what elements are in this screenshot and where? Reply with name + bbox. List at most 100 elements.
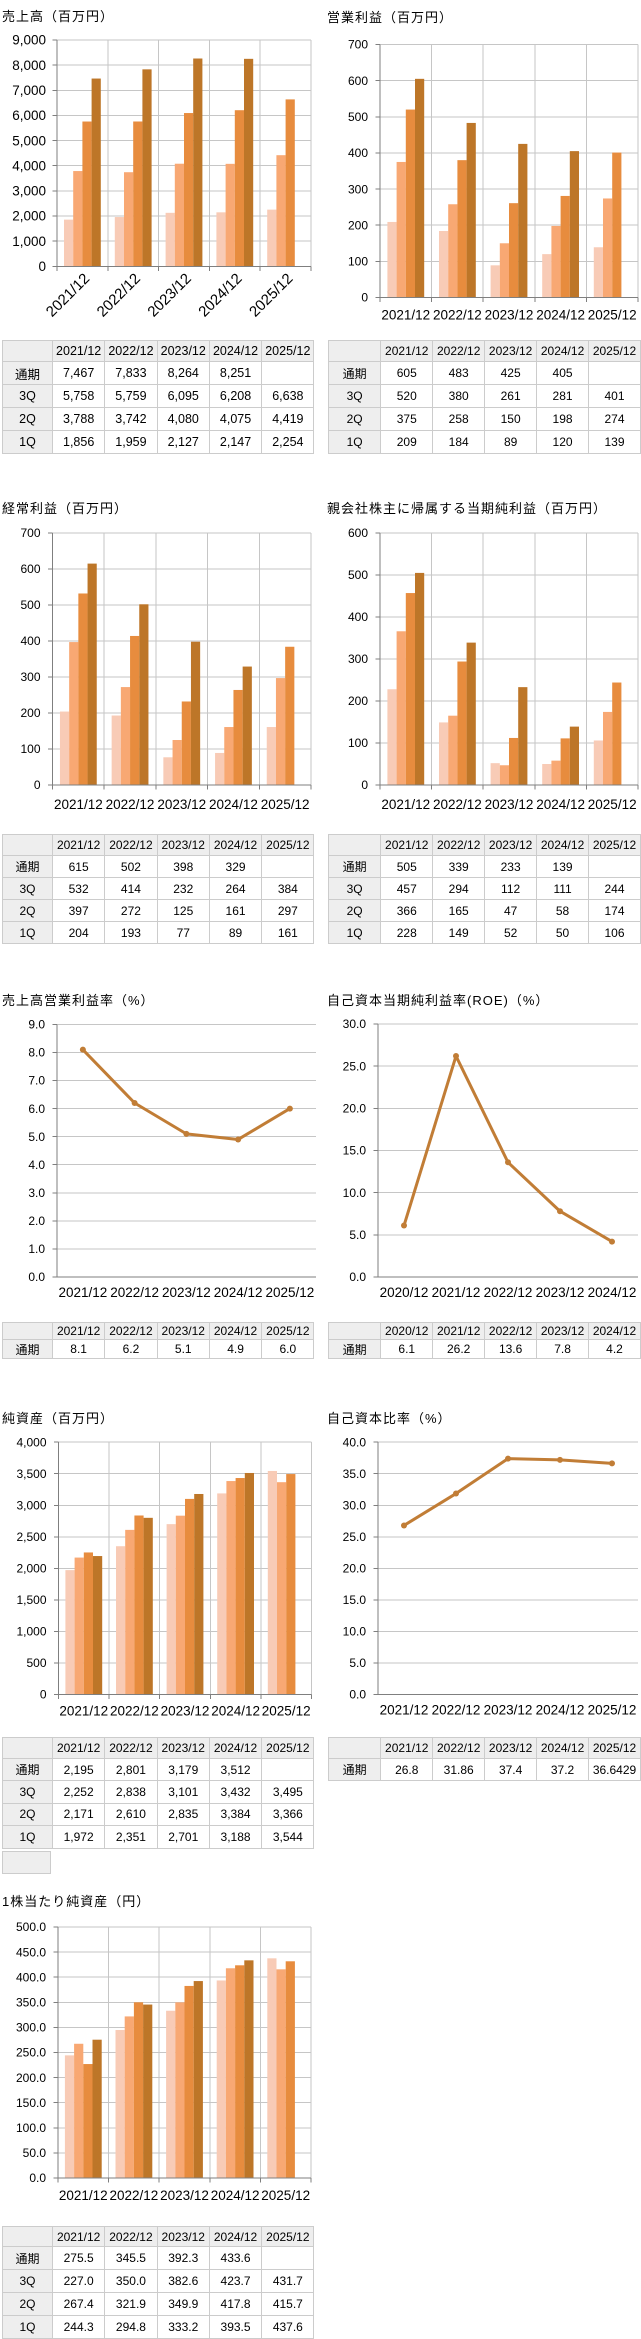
svg-text:100.0: 100.0 [16,2121,46,2135]
svg-text:2025/12: 2025/12 [261,797,310,812]
svg-text:6.0: 6.0 [28,1102,45,1116]
svg-text:700: 700 [20,526,40,540]
svg-text:2022/12: 2022/12 [433,308,482,323]
svg-text:2021/12: 2021/12 [54,797,103,812]
svg-text:2024/12: 2024/12 [195,270,245,320]
svg-text:2024/12: 2024/12 [536,308,585,323]
svg-text:200: 200 [348,218,368,232]
svg-text:5,000: 5,000 [12,133,46,148]
svg-text:3.0: 3.0 [28,1186,45,1200]
svg-text:40.0: 40.0 [343,1435,367,1449]
svg-text:9,000: 9,000 [12,33,46,48]
svg-text:3,000: 3,000 [12,184,46,199]
svg-text:2021/12: 2021/12 [59,1704,108,1719]
svg-text:2025/12: 2025/12 [246,270,296,320]
svg-text:500: 500 [348,568,368,582]
svg-text:0: 0 [34,778,41,792]
svg-text:4,000: 4,000 [16,1435,46,1449]
svg-text:2024/12: 2024/12 [536,1703,585,1718]
svg-text:2025/12: 2025/12 [265,1285,314,1300]
svg-text:2023/12: 2023/12 [485,308,534,323]
svg-text:200.0: 200.0 [16,2071,46,2085]
svg-text:25.0: 25.0 [343,1059,367,1073]
svg-text:0.0: 0.0 [28,1270,45,1284]
svg-text:350.0: 350.0 [16,1996,46,2010]
svg-text:2024/12: 2024/12 [211,1704,260,1719]
svg-text:6,000: 6,000 [12,108,46,123]
svg-text:30.0: 30.0 [343,1498,367,1512]
svg-text:500: 500 [26,1656,46,1670]
svg-text:400: 400 [348,610,368,624]
svg-text:2024/12: 2024/12 [209,797,258,812]
svg-text:2.0: 2.0 [28,1214,45,1228]
svg-text:1.0: 1.0 [28,1242,45,1256]
svg-text:2023/12: 2023/12 [484,1703,533,1718]
svg-text:0: 0 [361,778,368,792]
svg-text:600: 600 [348,526,368,540]
svg-text:2023/12: 2023/12 [157,797,206,812]
svg-text:2021/12: 2021/12 [381,797,430,812]
svg-text:2025/12: 2025/12 [588,797,637,812]
svg-text:0: 0 [40,1688,47,1702]
svg-text:2023/12: 2023/12 [536,1285,585,1300]
svg-text:150.0: 150.0 [16,2096,46,2110]
svg-text:700: 700 [348,38,368,52]
svg-text:15.0: 15.0 [343,1593,367,1607]
svg-text:100: 100 [348,736,368,750]
svg-text:400.0: 400.0 [16,1970,46,1984]
svg-text:15.0: 15.0 [343,1144,367,1158]
svg-text:2024/12: 2024/12 [588,1285,637,1300]
svg-text:4.0: 4.0 [28,1158,45,1172]
svg-text:2022/12: 2022/12 [110,1285,159,1300]
svg-text:2024/12: 2024/12 [536,797,585,812]
svg-text:1,000: 1,000 [16,1625,46,1639]
svg-text:2022/12: 2022/12 [109,2188,158,2203]
svg-text:8.0: 8.0 [28,1046,45,1060]
svg-text:200: 200 [348,694,368,708]
svg-text:300: 300 [20,670,40,684]
svg-text:300: 300 [348,182,368,196]
svg-text:2022/12: 2022/12 [433,797,482,812]
svg-text:20.0: 20.0 [343,1562,367,1576]
svg-text:1,000: 1,000 [12,234,46,249]
svg-text:100: 100 [20,742,40,756]
svg-text:2021/12: 2021/12 [59,2188,108,2203]
svg-text:450.0: 450.0 [16,1945,46,1959]
svg-text:2025/12: 2025/12 [588,1703,637,1718]
svg-text:2021/12: 2021/12 [381,308,430,323]
svg-text:600: 600 [20,562,40,576]
svg-text:2023/12: 2023/12 [161,1704,210,1719]
svg-text:600: 600 [348,74,368,88]
svg-text:2,000: 2,000 [12,209,46,224]
svg-text:2021/12: 2021/12 [58,1285,107,1300]
svg-text:2022/12: 2022/12 [432,1703,481,1718]
svg-text:300: 300 [348,652,368,666]
svg-text:400: 400 [20,634,40,648]
svg-text:30.0: 30.0 [343,1017,367,1031]
svg-text:2024/12: 2024/12 [211,2188,260,2203]
svg-text:2022/12: 2022/12 [94,270,144,320]
svg-text:2024/12: 2024/12 [214,1285,263,1300]
svg-text:2021/12: 2021/12 [43,270,93,320]
svg-text:10.0: 10.0 [343,1625,367,1639]
svg-text:5.0: 5.0 [349,1656,366,1670]
svg-text:3,000: 3,000 [16,1498,46,1512]
svg-text:2023/12: 2023/12 [160,2188,209,2203]
svg-text:0.0: 0.0 [349,1688,366,1702]
svg-text:500: 500 [20,598,40,612]
svg-text:0: 0 [38,259,46,274]
svg-text:8,000: 8,000 [12,58,46,73]
svg-text:0: 0 [361,291,368,305]
svg-text:2025/12: 2025/12 [261,2188,310,2203]
svg-text:200: 200 [20,706,40,720]
svg-text:2022/12: 2022/12 [106,797,155,812]
svg-text:35.0: 35.0 [343,1467,367,1481]
svg-text:2023/12: 2023/12 [485,797,534,812]
svg-text:5.0: 5.0 [28,1130,45,1144]
svg-text:2023/12: 2023/12 [144,270,194,320]
svg-text:2025/12: 2025/12 [262,1704,311,1719]
svg-text:3,500: 3,500 [16,1467,46,1481]
svg-text:25.0: 25.0 [343,1530,367,1544]
svg-text:300.0: 300.0 [16,2021,46,2035]
svg-text:100: 100 [348,255,368,269]
